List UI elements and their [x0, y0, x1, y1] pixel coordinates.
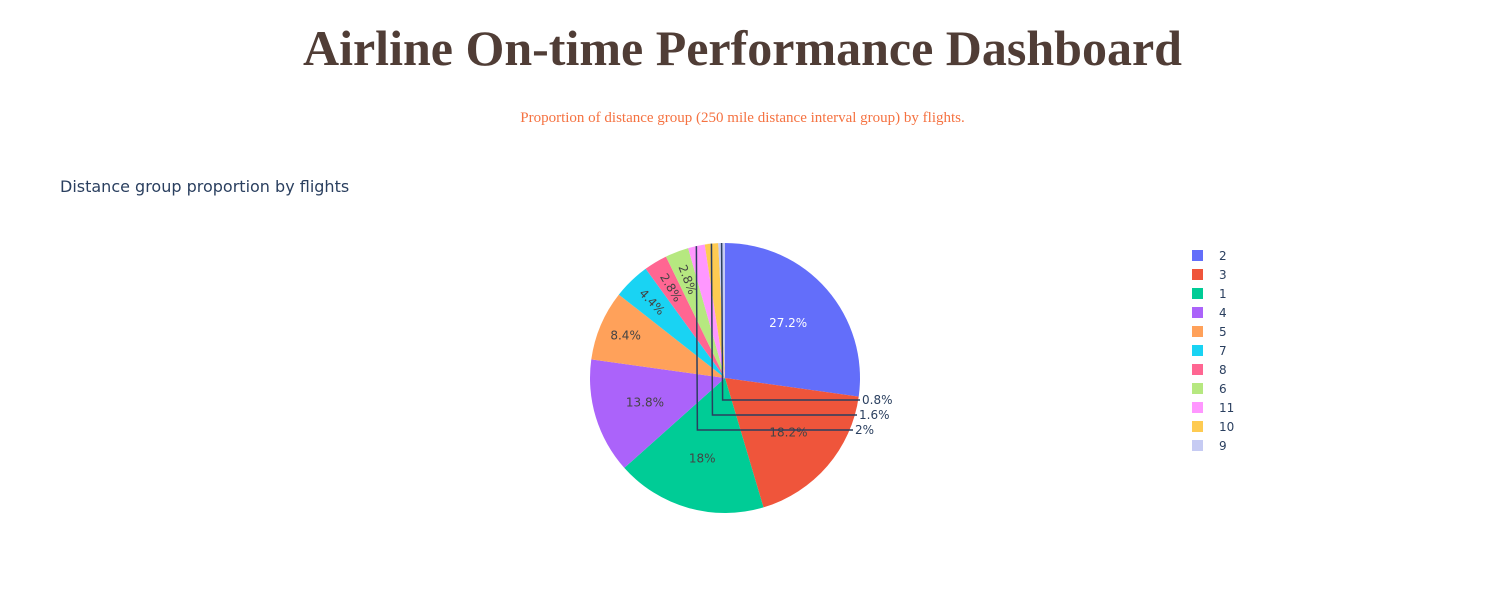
pie-slice-10[interactable] — [704, 243, 725, 378]
pie-slice-3[interactable] — [725, 378, 859, 508]
legend-swatch — [1192, 402, 1203, 413]
legend-item-1[interactable]: 1 — [1192, 287, 1227, 301]
legend-swatch — [1192, 383, 1203, 394]
legend-item-4[interactable]: 4 — [1192, 306, 1227, 320]
legend-item-7[interactable]: 7 — [1192, 344, 1227, 358]
leader-line-10 — [710, 243, 857, 416]
legend-label: 3 — [1219, 268, 1227, 282]
legend-swatch — [1192, 288, 1203, 299]
slice-label-9: 0.8% — [862, 393, 893, 407]
legend-item-9[interactable]: 9 — [1192, 439, 1227, 453]
legend-swatch — [1192, 250, 1203, 261]
legend-item-8[interactable]: 8 — [1192, 363, 1227, 377]
legend-swatch — [1192, 307, 1203, 318]
legend-swatch — [1192, 269, 1203, 280]
leader-line-9 — [720, 243, 860, 401]
legend-swatch — [1192, 440, 1203, 451]
pie-chart[interactable]: Distance group proportion by flights 27.… — [0, 150, 1485, 600]
pie-slice-6[interactable] — [665, 248, 725, 378]
legend-label: 7 — [1219, 344, 1227, 358]
legend-item-10[interactable]: 10 — [1192, 420, 1234, 434]
slice-label-2: 27.2% — [769, 316, 807, 330]
slice-label-10: 1.6% — [859, 408, 890, 422]
legend-label: 9 — [1219, 439, 1227, 453]
pie-slice-8[interactable] — [645, 256, 725, 378]
legend-item-2[interactable]: 2 — [1192, 249, 1227, 263]
legend-label: 10 — [1219, 420, 1234, 434]
legend-label: 11 — [1219, 401, 1234, 415]
pie-slice-1[interactable] — [624, 378, 764, 513]
legend-swatch — [1192, 345, 1203, 356]
pie-slice-5[interactable] — [591, 294, 725, 378]
legend-label: 2 — [1219, 249, 1227, 263]
leader-line-11 — [695, 246, 853, 431]
pie-slice-4[interactable] — [590, 359, 725, 468]
legend-item-11[interactable]: 11 — [1192, 401, 1234, 415]
legend-item-3[interactable]: 3 — [1192, 268, 1227, 282]
slice-label-11: 2% — [855, 423, 874, 437]
legend-label: 1 — [1219, 287, 1227, 301]
slice-label-4: 13.8% — [626, 395, 664, 409]
pie-slice-7[interactable] — [618, 268, 725, 378]
pie-slice-2[interactable] — [725, 243, 860, 397]
legend-item-5[interactable]: 5 — [1192, 325, 1227, 339]
pie-slice-11[interactable] — [688, 244, 725, 378]
slice-label-5: 8.4% — [610, 329, 641, 343]
page-subtitle: Proportion of distance group (250 mile d… — [520, 110, 965, 126]
legend-swatch — [1192, 364, 1203, 375]
chart-title: Distance group proportion by flights — [60, 177, 349, 196]
legend-label: 4 — [1219, 306, 1227, 320]
legend-swatch — [1192, 326, 1203, 337]
slice-label-3: 18.2% — [769, 426, 807, 440]
pie-slices[interactable] — [590, 243, 860, 513]
chart-legend[interactable]: 2 3 1 4 5 7 8 6 11 10 9 — [1192, 249, 1234, 453]
legend-swatch — [1192, 421, 1203, 432]
page-title: Airline On-time Performance Dashboard — [302, 20, 1182, 76]
legend-label: 5 — [1219, 325, 1227, 339]
legend-label: 6 — [1219, 382, 1227, 396]
slice-label-1: 18% — [689, 452, 716, 466]
legend-item-6[interactable]: 6 — [1192, 382, 1227, 396]
legend-label: 8 — [1219, 363, 1227, 377]
